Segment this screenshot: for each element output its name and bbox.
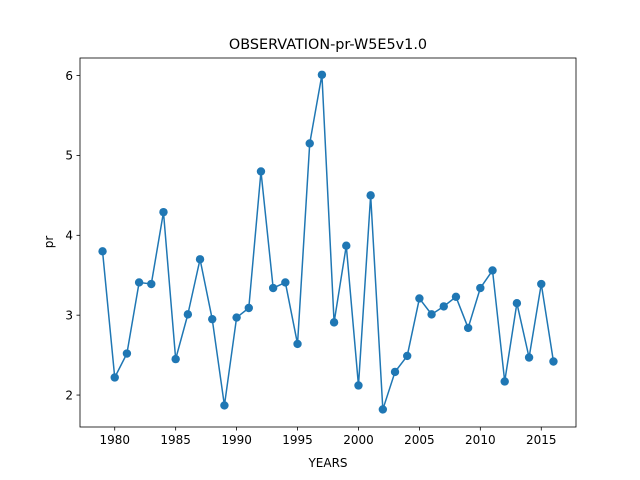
data-point-2016: [549, 357, 558, 366]
data-point-2013: [512, 299, 522, 308]
data-point-1995: [293, 339, 302, 349]
x-axis-label: YEARS: [307, 456, 347, 470]
x-tick-label: 2000: [343, 433, 374, 447]
data-point-2003: [390, 367, 400, 377]
y-axis-label: pr: [42, 236, 56, 249]
y-tick-label: 5: [65, 149, 73, 163]
axes-frame: [79, 57, 577, 428]
y-tick-label: 4: [65, 229, 73, 243]
data-point-2005: [415, 294, 424, 303]
x-axis-ticks: 1980 1985 1990 1995 2000 2005 2010 2015: [99, 427, 557, 447]
data-point-1987: [195, 255, 205, 264]
y-tick-label: 2: [65, 388, 73, 402]
data-point-2001: [366, 191, 375, 200]
data-point-2011: [488, 266, 497, 275]
data-point-2014: [524, 353, 534, 362]
data-point-2004: [403, 351, 412, 361]
x-tick-label: 2015: [526, 433, 557, 447]
data-point-1996: [305, 139, 314, 148]
series-line: [101, 74, 555, 411]
data-point-1994: [281, 278, 290, 287]
axes: [79, 57, 577, 428]
data-point-1991: [244, 303, 253, 313]
data-point-1997: [317, 70, 327, 79]
data-point-2008: [451, 292, 461, 302]
data-point-1988: [208, 314, 217, 324]
data-point-1992: [256, 167, 266, 176]
data-point-1979: [98, 247, 107, 256]
data-point-1980: [110, 373, 119, 382]
y-axis-ticks: 2 3 4 5 6: [65, 69, 80, 402]
data-point-1982: [134, 278, 144, 287]
x-tick-label: 2005: [404, 433, 435, 447]
x-tick-label: 1980: [99, 433, 130, 447]
data-point-1985: [171, 354, 180, 364]
data-point-1993: [268, 283, 278, 293]
data-point-2007: [439, 302, 448, 311]
data-point-2002: [378, 405, 388, 414]
data-point-2009: [463, 323, 473, 333]
data-point-1981: [122, 349, 132, 358]
data-point-2000: [354, 381, 363, 390]
x-tick-label: 1990: [221, 433, 252, 447]
data-point-1986: [183, 310, 193, 319]
plot-area: [98, 70, 558, 414]
data-point-1989: [220, 401, 229, 410]
data-point-1983: [147, 279, 156, 289]
data-point-2010: [476, 283, 485, 293]
y-tick-label: 3: [65, 308, 73, 322]
data-point-2006: [427, 310, 436, 319]
data-point-1998: [329, 318, 339, 327]
data-point-2012: [500, 377, 509, 386]
data-point-2015: [537, 279, 546, 289]
x-tick-label: 1985: [160, 433, 191, 447]
y-tick-label: 6: [65, 69, 73, 83]
data-point-1984: [159, 207, 168, 217]
x-tick-label: 1995: [282, 433, 313, 447]
chart-title: OBSERVATION-pr-W5E5v1.0: [229, 37, 427, 53]
data-point-1999: [342, 241, 351, 250]
x-tick-label: 2010: [465, 433, 496, 447]
data-point-1990: [232, 313, 241, 322]
